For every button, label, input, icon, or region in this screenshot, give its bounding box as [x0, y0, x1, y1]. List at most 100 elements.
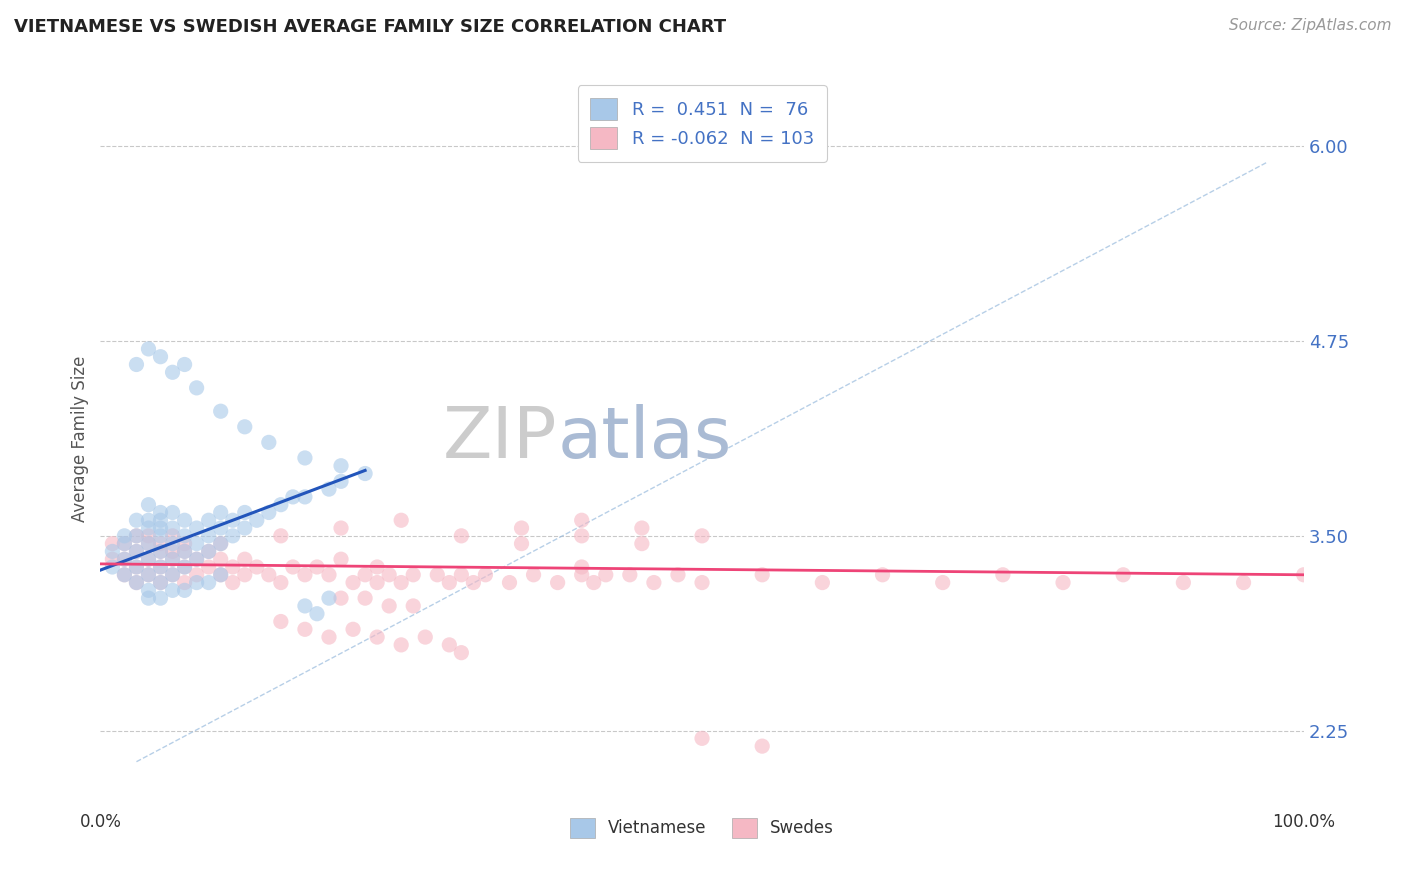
Point — [149, 544, 172, 558]
Point — [547, 575, 569, 590]
Point — [257, 435, 280, 450]
Point — [294, 490, 316, 504]
Point — [138, 536, 160, 550]
Point — [270, 575, 292, 590]
Point — [510, 521, 533, 535]
Point — [149, 506, 172, 520]
Point — [112, 567, 135, 582]
Point — [197, 560, 219, 574]
Point — [138, 498, 160, 512]
Point — [125, 358, 148, 372]
Point — [294, 599, 316, 613]
Point — [1052, 575, 1074, 590]
Point — [872, 567, 894, 582]
Point — [354, 467, 377, 481]
Text: Source: ZipAtlas.com: Source: ZipAtlas.com — [1229, 18, 1392, 33]
Point — [162, 544, 184, 558]
Point — [125, 544, 148, 558]
Point — [209, 552, 232, 566]
Point — [378, 599, 401, 613]
Point — [209, 536, 232, 550]
Point — [318, 591, 340, 606]
Point — [197, 544, 219, 558]
Point — [233, 506, 256, 520]
Point — [101, 536, 124, 550]
Point — [138, 567, 160, 582]
Point — [571, 567, 593, 582]
Point — [173, 560, 195, 574]
Point — [281, 490, 304, 504]
Point — [318, 482, 340, 496]
Point — [125, 575, 148, 590]
Point — [138, 552, 160, 566]
Point — [125, 513, 148, 527]
Point — [571, 560, 593, 574]
Point — [1173, 575, 1195, 590]
Point — [162, 567, 184, 582]
Text: VIETNAMESE VS SWEDISH AVERAGE FAMILY SIZE CORRELATION CHART: VIETNAMESE VS SWEDISH AVERAGE FAMILY SIZ… — [14, 18, 725, 36]
Point — [173, 560, 195, 574]
Point — [138, 513, 160, 527]
Point — [197, 529, 219, 543]
Point — [318, 630, 340, 644]
Point — [690, 529, 713, 543]
Point — [631, 536, 654, 550]
Point — [138, 342, 160, 356]
Point — [643, 575, 665, 590]
Point — [294, 567, 316, 582]
Point — [305, 560, 328, 574]
Point — [186, 381, 208, 395]
Point — [112, 536, 135, 550]
Point — [209, 506, 232, 520]
Point — [330, 521, 353, 535]
Point — [112, 552, 135, 566]
Point — [294, 622, 316, 636]
Point — [162, 365, 184, 379]
Point — [101, 560, 124, 574]
Point — [162, 521, 184, 535]
Point — [149, 591, 172, 606]
Point — [402, 567, 425, 582]
Point — [426, 567, 449, 582]
Point — [125, 560, 148, 574]
Point — [138, 552, 160, 566]
Point — [233, 567, 256, 582]
Point — [931, 575, 953, 590]
Point — [522, 567, 544, 582]
Point — [162, 583, 184, 598]
Point — [112, 552, 135, 566]
Point — [571, 513, 593, 527]
Y-axis label: Average Family Size: Average Family Size — [72, 355, 89, 522]
Point — [342, 622, 364, 636]
Point — [402, 599, 425, 613]
Point — [1292, 567, 1315, 582]
Point — [125, 575, 148, 590]
Point — [186, 567, 208, 582]
Point — [366, 575, 388, 590]
Point — [186, 552, 208, 566]
Point — [138, 536, 160, 550]
Point — [125, 529, 148, 543]
Point — [257, 567, 280, 582]
Point — [138, 521, 160, 535]
Point — [366, 630, 388, 644]
Point — [389, 513, 412, 527]
Point — [389, 575, 412, 590]
Point — [342, 575, 364, 590]
Point — [690, 575, 713, 590]
Point — [149, 350, 172, 364]
Point — [690, 731, 713, 746]
Point — [186, 575, 208, 590]
Point — [246, 513, 269, 527]
Point — [101, 552, 124, 566]
Point — [138, 529, 160, 543]
Point — [631, 521, 654, 535]
Point — [162, 552, 184, 566]
Point — [582, 575, 605, 590]
Point — [463, 575, 485, 590]
Point — [138, 567, 160, 582]
Point — [173, 544, 195, 558]
Point — [101, 544, 124, 558]
Point — [209, 521, 232, 535]
Point — [222, 575, 245, 590]
